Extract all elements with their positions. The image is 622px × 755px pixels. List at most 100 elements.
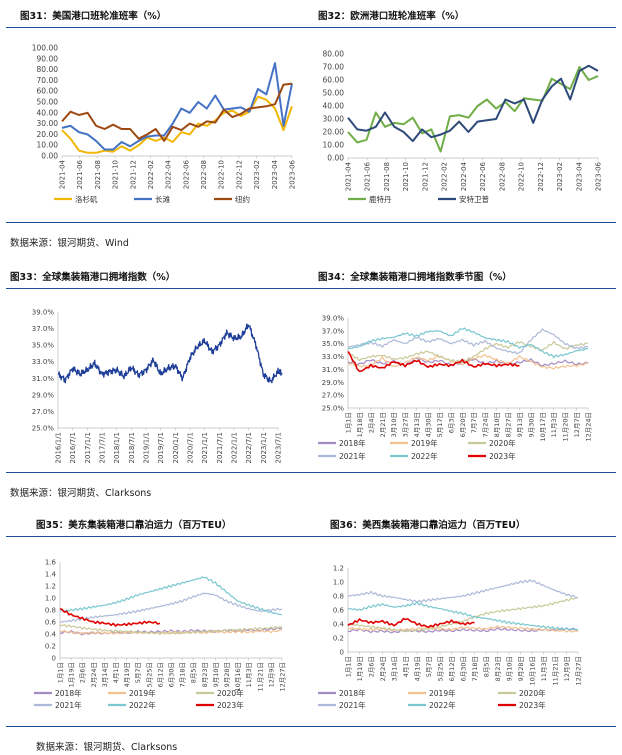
x-tick-label: 2021-04 bbox=[345, 161, 353, 191]
x-tick-label: 7月18日 bbox=[471, 656, 479, 681]
chart34-congestion-seasonal: 25.0% 27.0% 29.0% 31.0% 33.0% 35.0% 37.0% 39.0%… bbox=[318, 315, 593, 461]
x-tick-label: 3月14日 bbox=[101, 662, 109, 687]
y-tick-label: 1.0 bbox=[45, 595, 56, 603]
y-tick-label: 29.0% bbox=[32, 391, 55, 399]
x-tick-label: 12月7日 bbox=[573, 412, 581, 437]
chart35-title: 图35：美东集装箱港口靠泊运力（百万TEU） bbox=[36, 520, 232, 531]
x-tick-label: 2018/1/1 bbox=[113, 432, 121, 463]
x-tick-label: 2022-06 bbox=[182, 159, 190, 189]
x-tick-label: 2022-10 bbox=[218, 160, 226, 189]
series-line-5 bbox=[347, 327, 589, 359]
y-tick-label: 0 bbox=[340, 649, 344, 657]
x-tick-label: 2023-04 bbox=[271, 159, 279, 189]
x-tick-label: 2021-10 bbox=[402, 162, 410, 191]
y-tick-label: 70.00 bbox=[37, 76, 59, 85]
x-tick-label: 4月19日 bbox=[414, 656, 422, 681]
x-tick-label: 3月10日 bbox=[390, 412, 398, 437]
y-tick-label: 0.4 bbox=[45, 631, 57, 639]
series-line-5 bbox=[347, 601, 579, 631]
x-tick-label: 2023-02 bbox=[253, 160, 261, 189]
x-tick-label: 3月14日 bbox=[391, 656, 399, 681]
series-line-2 bbox=[347, 64, 599, 143]
x-tick-label: 2021-12 bbox=[421, 162, 429, 191]
y-tick-label: 1.4 bbox=[45, 571, 57, 579]
legend-label: 洛杉矶 bbox=[75, 194, 98, 204]
x-tick-label: 5月17日 bbox=[436, 412, 444, 437]
series-line-2 bbox=[61, 62, 293, 151]
x-tick-label: 9月10日 bbox=[506, 656, 514, 681]
legend-label: 鹿特丹 bbox=[369, 194, 392, 204]
x-tick-label: 2021-04 bbox=[59, 159, 67, 189]
y-tick-label: 30.00 bbox=[323, 115, 345, 124]
y-tick-label: 0.00 bbox=[41, 152, 58, 161]
chart32-eu-port-ontime: 0.00 10.00 20.00 30.00 40.00 50.00 60.00 70.00 8… bbox=[323, 50, 603, 205]
x-tick-label: 8月5日 bbox=[483, 656, 491, 677]
divider-4 bbox=[6, 472, 616, 473]
series-line-6 bbox=[347, 617, 475, 628]
x-tick-label: 2021-08 bbox=[383, 162, 391, 191]
y-tick-label: 1.0 bbox=[333, 579, 344, 587]
x-tick-label: 2月21日 bbox=[379, 412, 387, 437]
y-tick-label: 29.0% bbox=[322, 379, 345, 387]
x-tick-label: 11月21日 bbox=[552, 656, 560, 686]
series-line-4 bbox=[347, 579, 579, 604]
x-tick-label: 11月3日 bbox=[245, 662, 253, 687]
series-line-3 bbox=[61, 82, 293, 142]
x-tick-label: 2022-08 bbox=[200, 160, 208, 189]
x-tick-label: 10月16日 bbox=[529, 656, 537, 686]
y-tick-label: 1.6 bbox=[45, 559, 57, 567]
x-tick-label: 5月7日 bbox=[425, 656, 433, 677]
x-tick-label: 6月3日 bbox=[447, 412, 455, 433]
series-line-3 bbox=[59, 624, 282, 635]
y-tick-label: 0.6 bbox=[45, 619, 57, 627]
x-tick-label: 8月10日 bbox=[493, 412, 501, 437]
y-tick-label: 1.2 bbox=[333, 565, 344, 573]
legend-label: 2018年 bbox=[55, 688, 82, 698]
x-tick-label: 2020/7/1 bbox=[187, 432, 195, 463]
source-row3: 数据来源：银河期货、Clarksons bbox=[36, 742, 178, 753]
x-tick-label: 1月1日 bbox=[345, 656, 353, 677]
y-tick-label: 60.00 bbox=[323, 76, 345, 85]
x-tick-label: 2022/7/1 bbox=[245, 432, 253, 463]
y-tick-label: 33.0% bbox=[32, 358, 55, 366]
x-tick-label: 4月1日 bbox=[402, 656, 410, 677]
x-tick-label: 9月28日 bbox=[223, 662, 231, 687]
divider-2 bbox=[6, 222, 616, 223]
x-tick-label: 2016/1/1 bbox=[55, 432, 63, 463]
x-tick-label: 9月13日 bbox=[516, 412, 524, 437]
x-tick-label: 4月1日 bbox=[112, 662, 120, 683]
x-tick-label: 10月17日 bbox=[539, 412, 547, 442]
y-tick-label: 60.00 bbox=[37, 87, 59, 96]
y-tick-label: 39.0% bbox=[32, 309, 55, 317]
x-tick-label: 2月6日 bbox=[368, 656, 376, 677]
series-line-6 bbox=[59, 608, 161, 627]
y-tick-label: 10.00 bbox=[37, 141, 59, 150]
y-tick-label: 90.00 bbox=[37, 54, 59, 63]
x-tick-label: 2021-12 bbox=[129, 160, 137, 189]
legend-label: 安特卫普 bbox=[459, 194, 489, 204]
y-tick-label: 20.00 bbox=[323, 128, 345, 137]
y-tick-label: 37.0% bbox=[32, 325, 55, 333]
x-tick-label: 2022-02 bbox=[441, 162, 449, 191]
x-tick-label: 2019/7/1 bbox=[157, 432, 165, 463]
legend-label: 2019年 bbox=[429, 688, 456, 698]
series-line-5 bbox=[59, 576, 283, 616]
chart32-title: 图32：欧洲港口班轮准班率（%） bbox=[318, 11, 465, 22]
x-tick-label: 9月10日 bbox=[212, 662, 220, 687]
chart33-global-congestion: 25.0% 27.0% 29.0% 31.0% 33.0% 35.0% 37.0% 39.0%… bbox=[32, 309, 283, 463]
x-tick-label: 11月20日 bbox=[562, 412, 570, 442]
series-line-3 bbox=[347, 596, 579, 633]
x-tick-label: 2月4日 bbox=[367, 412, 375, 433]
x-tick-label: 5月25日 bbox=[437, 656, 445, 681]
legend-label: 2021年 bbox=[339, 451, 366, 461]
y-tick-label: 40.00 bbox=[323, 102, 345, 111]
x-tick-label: 2023-06 bbox=[595, 161, 603, 191]
x-tick-label: 2023/1/1 bbox=[260, 432, 268, 463]
y-tick-label: 0.8 bbox=[333, 593, 344, 601]
x-tick-label: 2019/1/1 bbox=[143, 432, 151, 463]
x-tick-label: 2021-06 bbox=[76, 159, 84, 189]
chart34-title: 图34：全球集装箱港口拥堵指数季节图（%） bbox=[318, 272, 512, 283]
x-tick-label: 8月27日 bbox=[505, 412, 513, 437]
x-tick-label: 6月30日 bbox=[168, 662, 176, 687]
legend-label: 2023年 bbox=[489, 451, 516, 461]
